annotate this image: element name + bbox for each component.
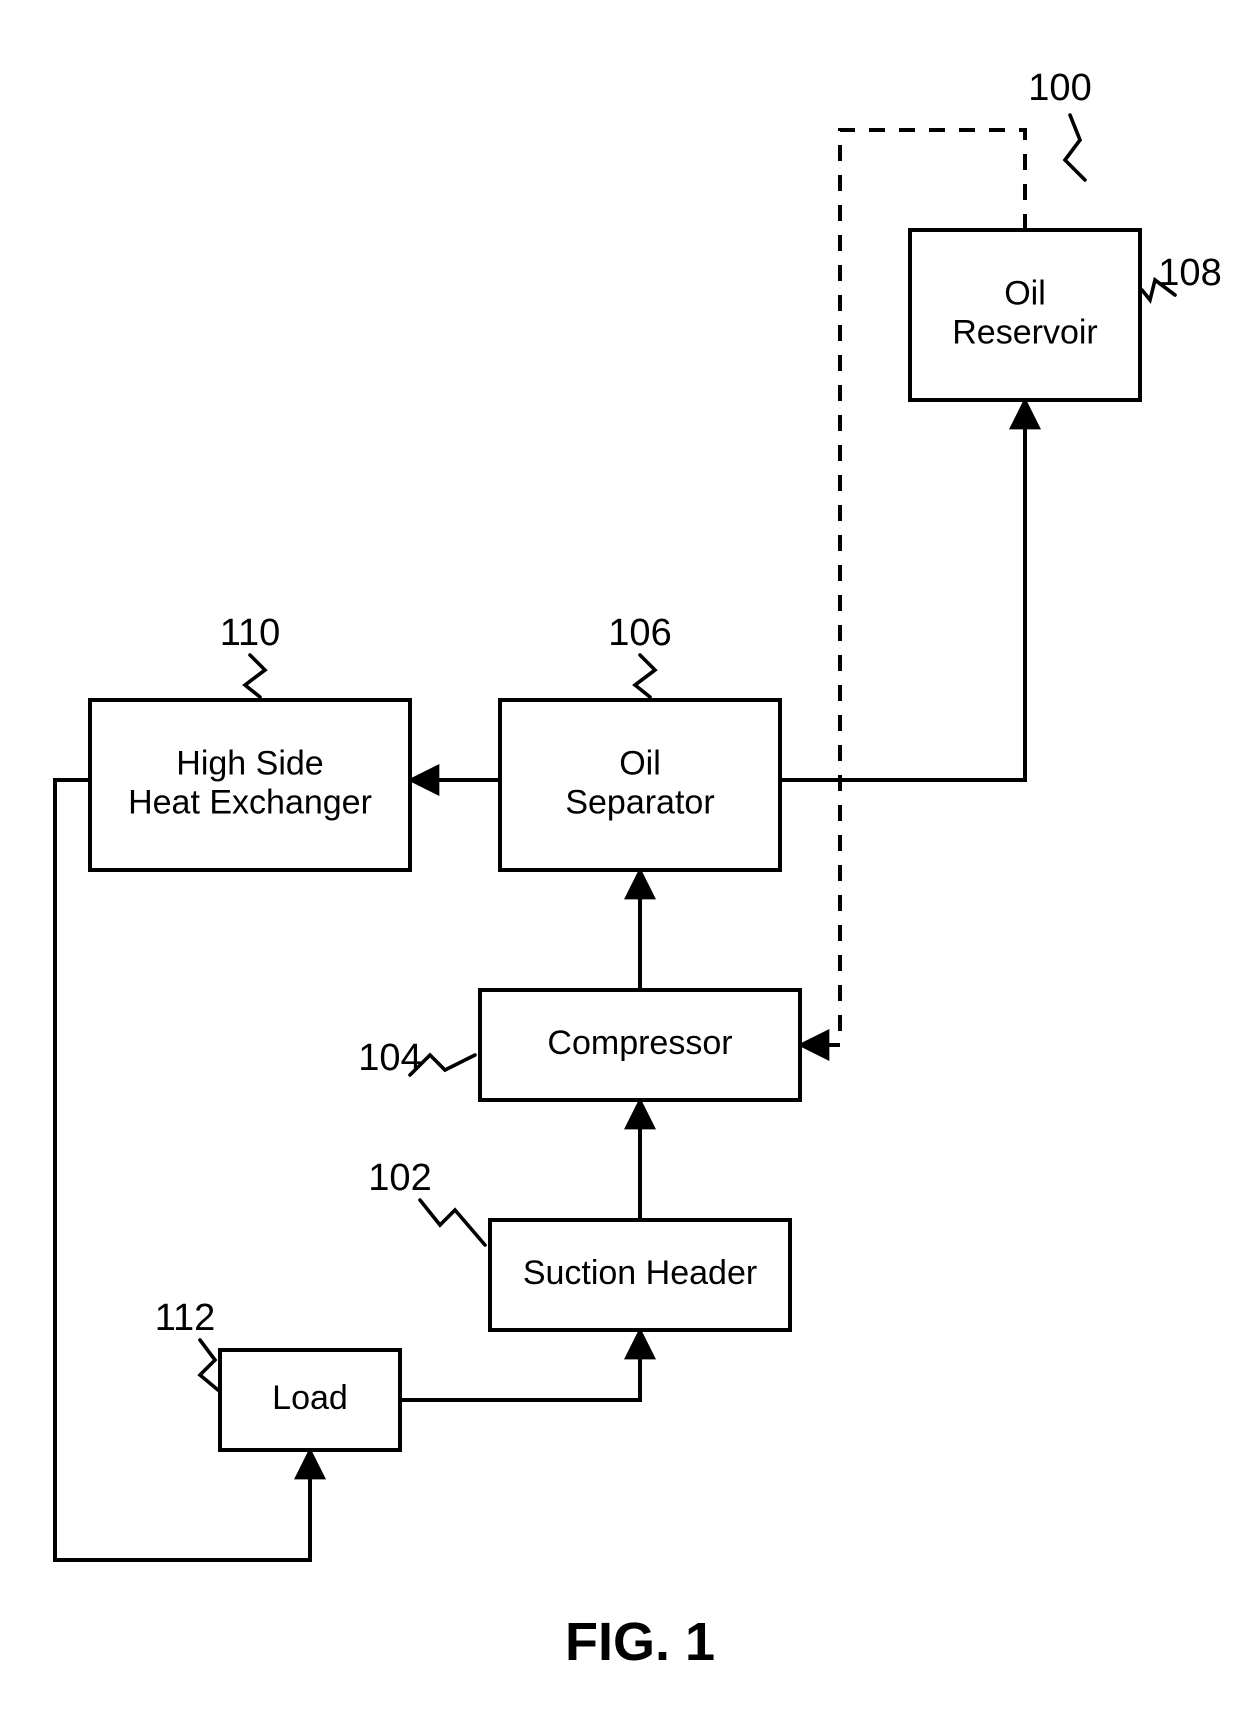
node-label: Suction Header (523, 1254, 757, 1292)
leader-squiggle (245, 655, 265, 697)
node-label: High Side (176, 744, 323, 782)
ref-system: 100 (1028, 67, 1091, 109)
node-oil-reservoir: OilReservoir (910, 230, 1140, 400)
node-label: Compressor (547, 1024, 732, 1062)
leader-squiggle (200, 1340, 218, 1390)
node-label: Heat Exchanger (128, 784, 372, 822)
ref-hs-hx: 110 (220, 612, 281, 654)
edge-separator-to-reservoir (780, 400, 1025, 780)
ref-oil-separator: 106 (608, 612, 671, 654)
node-label: Oil (1004, 274, 1046, 312)
node-label: Load (272, 1379, 348, 1417)
edge-load-to-suction (400, 1330, 640, 1400)
node-suction-header: Suction Header (490, 1220, 790, 1330)
node-label: Separator (565, 784, 714, 822)
system-diagram: Suction HeaderCompressorOilSeparatorOilR… (0, 0, 1240, 1720)
ref-suction-header: 102 (368, 1157, 431, 1199)
node-load: Load (220, 1350, 400, 1450)
figure-label: FIG. 1 (565, 1612, 715, 1672)
node-hs-hx: High SideHeat Exchanger (90, 700, 410, 870)
ref-load: 112 (155, 1297, 216, 1339)
leader-squiggle (1065, 115, 1085, 180)
leader-squiggle (635, 655, 655, 697)
node-label: Oil (619, 744, 661, 782)
node-oil-separator: OilSeparator (500, 700, 780, 870)
leader-squiggle (420, 1200, 485, 1245)
node-compressor: Compressor (480, 990, 800, 1100)
node-label: Reservoir (952, 314, 1097, 352)
